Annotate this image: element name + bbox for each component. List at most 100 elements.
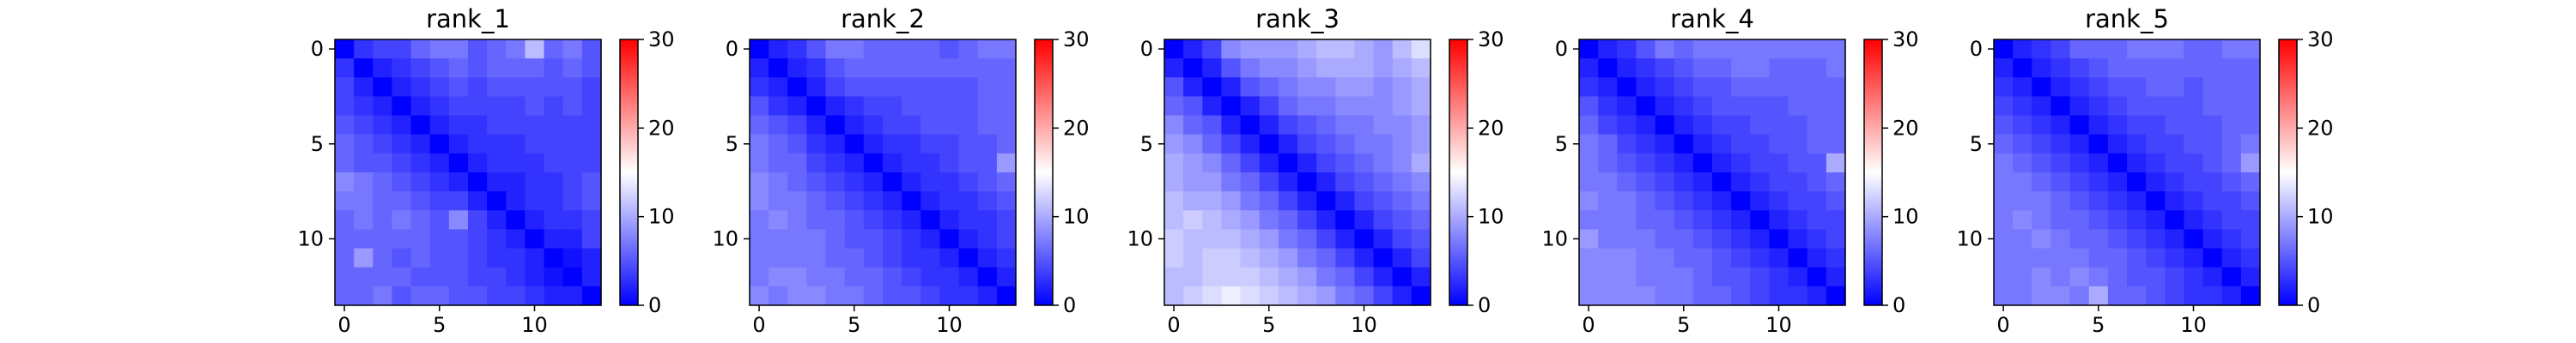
heatmap-cell [1354, 267, 1375, 287]
heatmap-cell [1335, 134, 1356, 154]
heatmap-cell [750, 229, 769, 250]
heatmap-cell [806, 229, 827, 250]
heatmap-cell [1202, 153, 1223, 173]
heatmap-cell [977, 39, 998, 59]
heatmap-cell [1240, 267, 1261, 287]
heatmap-cell [392, 134, 412, 154]
heatmap-cell [1655, 267, 1675, 287]
heatmap-cell [958, 39, 979, 59]
heatmap-cell [996, 115, 1017, 135]
heatmap-cell [2050, 58, 2071, 78]
heatmap-cell [806, 172, 827, 192]
heatmap-cell [1183, 153, 1203, 173]
heatmap-cell [2127, 286, 2147, 306]
heatmap-cell [769, 191, 788, 211]
heatmap-cell [920, 39, 941, 59]
heatmap-cell [769, 153, 788, 173]
heatmap-cell [429, 267, 450, 287]
heatmap-cell [2050, 77, 2071, 98]
heatmap-cell [2032, 96, 2052, 117]
heatmap-cell [2221, 210, 2242, 231]
heatmap-cell [392, 39, 412, 59]
heatmap-cell [2107, 77, 2128, 98]
colorbar-tick-label: 0 [1063, 293, 1076, 317]
heatmap-cell [448, 286, 469, 306]
heatmap-cell [2184, 115, 2204, 135]
heatmap-cell [2184, 39, 2204, 59]
heatmap-cell [2107, 229, 2128, 250]
heatmap-cell [335, 286, 355, 306]
heatmap-cell [902, 96, 921, 117]
heatmap-cells [1164, 39, 1431, 306]
heatmap-cell [429, 153, 450, 173]
heatmap-cell [2146, 286, 2166, 306]
panel-title: rank_1 [426, 4, 510, 33]
heatmap-cell [920, 210, 941, 231]
heatmap-cell [1278, 134, 1298, 154]
heatmap-cell [2032, 229, 2052, 250]
heatmap-cell [1750, 134, 1771, 154]
heatmap-cell [996, 96, 1017, 117]
heatmap-cell [1655, 210, 1675, 231]
heatmap-cell [468, 191, 488, 211]
heatmap-cell [2221, 229, 2242, 250]
heatmap-cell [392, 172, 412, 192]
heatmap-cell [335, 153, 355, 173]
heatmap-cell [1354, 172, 1375, 192]
heatmap-cell [2032, 286, 2052, 306]
heatmap-cell [1411, 115, 1431, 135]
heatmap-cell [1579, 210, 1599, 231]
heatmap-cell [2107, 153, 2128, 173]
heatmap-cell [468, 77, 488, 98]
heatmap-cell [2221, 153, 2242, 173]
heatmap-cell [2127, 229, 2147, 250]
heatmap-cell [429, 115, 450, 135]
heatmap-cell [468, 153, 488, 173]
heatmap-cell [2069, 115, 2090, 135]
heatmap-cell [902, 210, 921, 231]
heatmap-cell [2107, 58, 2128, 78]
heatmap-cell [2088, 77, 2109, 98]
heatmap-cell [392, 115, 412, 135]
heatmap-cell [506, 77, 526, 98]
heatmap-cell [487, 153, 507, 173]
y-tick-label: 0 [726, 37, 738, 61]
heatmap-cell [1335, 210, 1356, 231]
heatmap-panel-3: rank_3 0 5 10 0 5 10 0 10 20 30 [1127, 4, 1504, 337]
heatmap-cell [335, 210, 355, 231]
heatmap-cell [2184, 134, 2204, 154]
heatmap-cell [392, 96, 412, 117]
heatmap-cell [977, 153, 998, 173]
heatmap-cell [2202, 210, 2223, 231]
heatmap-cell [373, 77, 393, 98]
heatmap-cell [1240, 39, 1261, 59]
heatmap-cell [2184, 77, 2204, 98]
heatmap-cell [448, 191, 469, 211]
heatmap-cell [335, 77, 355, 98]
heatmap-cell [1769, 96, 1789, 117]
heatmap-cell [1411, 96, 1431, 117]
heatmap-cell [2107, 191, 2128, 211]
heatmap-cell [1769, 191, 1789, 211]
heatmap-cell [977, 229, 998, 250]
heatmap-cell [977, 96, 998, 117]
heatmap-cell [2202, 191, 2223, 211]
heatmap-cell [1373, 77, 1394, 98]
heatmap-cell [1316, 267, 1336, 287]
heatmap-cell [392, 210, 412, 231]
heatmap-cell [1392, 210, 1413, 231]
heatmap-cell [1750, 58, 1771, 78]
colorbar-frame [1449, 39, 1468, 306]
x-tick-label: 10 [521, 313, 548, 337]
heatmap-cell [335, 267, 355, 287]
heatmap-cell [939, 248, 960, 268]
heatmap-cell [562, 191, 583, 211]
heatmap-cell [1411, 39, 1431, 59]
heatmap-cell [1354, 115, 1375, 135]
heatmap-cell [806, 115, 827, 135]
heatmap-cell [1316, 134, 1336, 154]
heatmap-cell [581, 77, 602, 98]
heatmap-cell [1788, 77, 1808, 98]
heatmap-cell [581, 134, 602, 154]
